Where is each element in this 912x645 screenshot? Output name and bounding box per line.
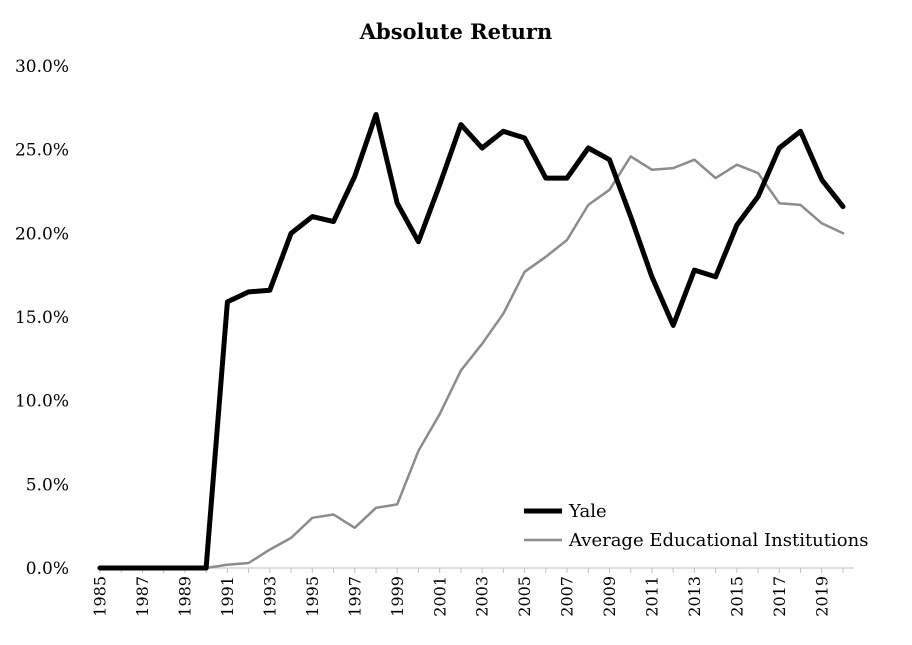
legend-label: Average Educational Institutions <box>568 530 868 551</box>
y-tick-label: 5.0% <box>26 475 69 495</box>
series-line-1 <box>97 112 846 571</box>
x-tick-label: 2009 <box>600 576 619 617</box>
x-tick-label: 1989 <box>176 576 195 617</box>
y-tick-label: 10.0% <box>15 392 69 412</box>
y-tick-label: 0.0% <box>26 559 69 579</box>
x-axis-tick-labels: 1985 1987 1989 1991 1993 1995 1997 1999 2001 2003… <box>91 576 832 617</box>
legend-label: Yale <box>568 501 607 522</box>
x-axis-ticks <box>99 568 844 573</box>
legend: Yale Average Educational Institutions <box>524 501 868 551</box>
x-tick-label: 2019 <box>812 576 831 617</box>
x-tick-label: 2013 <box>685 576 704 617</box>
x-tick-label: 1995 <box>303 576 322 617</box>
y-tick-label: 20.0% <box>15 224 69 244</box>
x-tick-label: 2011 <box>643 576 662 617</box>
x-tick-label: 2017 <box>770 576 789 617</box>
y-tick-label: 30.0% <box>15 57 69 77</box>
series-lines <box>97 112 846 571</box>
x-tick-label: 2005 <box>515 576 534 617</box>
x-tick-label: 2015 <box>727 576 746 617</box>
chart-title: Absolute Return <box>359 19 553 44</box>
x-tick-label: 1993 <box>260 576 279 617</box>
x-tick-label: 1987 <box>133 576 152 617</box>
x-tick-label: 2001 <box>430 576 449 617</box>
y-tick-label: 25.0% <box>15 141 69 161</box>
x-tick-label: 2003 <box>473 576 492 617</box>
series-line-2 <box>98 155 845 570</box>
y-tick-label: 15.0% <box>15 308 69 328</box>
x-tick-label: 1985 <box>91 576 110 617</box>
x-tick-label: 1999 <box>388 576 407 617</box>
x-tick-label: 1997 <box>345 576 364 617</box>
x-tick-label: 1991 <box>218 576 237 617</box>
x-tick-label: 2007 <box>558 576 577 617</box>
y-axis-tick-labels: 0.0% 5.0% 10.0% 15.0% 20.0% 25.0% 30.0% <box>15 57 69 579</box>
